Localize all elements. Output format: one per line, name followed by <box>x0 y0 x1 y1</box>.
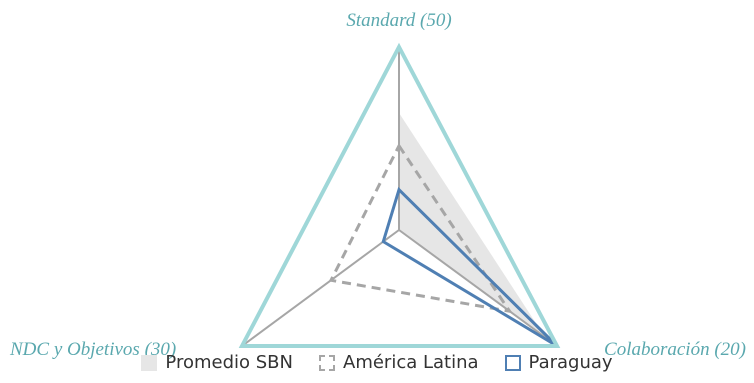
axis-label-standard: Standard (50) <box>346 10 451 31</box>
axis-label-colaboracion: Colaboración (20) <box>604 339 746 360</box>
legend-label: Promedio SBN <box>165 352 293 373</box>
legend-item-america-latina: América Latina <box>319 352 479 373</box>
axis-label-ndc: NDC y Objetivos (30) <box>9 339 176 360</box>
legend-swatch-solid <box>504 354 521 371</box>
series-line-paraguay <box>381 186 559 348</box>
radar-outline <box>238 42 561 348</box>
legend-swatch-dashed <box>319 354 335 371</box>
legend-swatch-filled <box>141 354 158 371</box>
legend-label: Paraguay <box>528 352 613 373</box>
legend-item-paraguay: Paraguay <box>504 352 613 373</box>
axis-spoke-ndc <box>241 229 400 347</box>
series-area-promedio-sbn <box>399 112 546 338</box>
legend-item-promedio-sbn: Promedio SBN <box>141 352 293 373</box>
series-line-america-latina <box>328 142 513 314</box>
legend: Promedio SBN América Latina Paraguay <box>0 352 754 373</box>
axis-spoke-colaboracion <box>398 229 558 347</box>
legend-label: América Latina <box>343 352 479 373</box>
